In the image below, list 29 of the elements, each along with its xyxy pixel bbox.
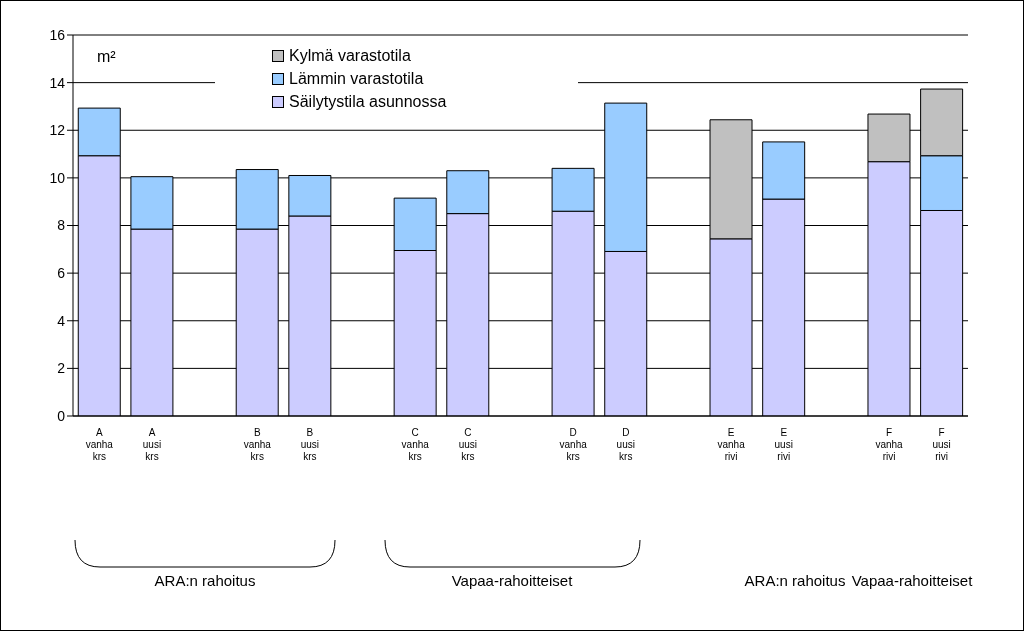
y-tick-label: 10 xyxy=(49,169,66,186)
y-tick-label: 14 xyxy=(49,74,66,91)
x-tick-label: C vanha krs xyxy=(401,427,430,462)
text: Vapaa-rahoitteiset xyxy=(851,572,973,589)
x-tick-label: C uusi krs xyxy=(458,427,478,462)
x-tick-label: E vanha rivi xyxy=(717,427,746,462)
text: ARA:n rahoitus xyxy=(153,572,257,589)
x-tick-label: A uusi krs xyxy=(142,427,162,462)
x-tick-label: D uusi krs xyxy=(616,427,635,462)
legend-label: Säilytystila asunnossa xyxy=(289,92,447,111)
y-tick-label: 8 xyxy=(57,217,66,234)
y-tick-label: 12 xyxy=(49,122,66,139)
y-tick-label: 2 xyxy=(57,360,66,377)
x-tick-label: B vanha krs xyxy=(243,427,272,462)
y-tick-label: 0 xyxy=(57,407,66,424)
y-tick-label: 4 xyxy=(57,312,66,329)
x-tick-label: F uusi rivi xyxy=(932,427,951,462)
y-tick-label: 6 xyxy=(57,265,66,282)
legend-label: Kylmä varastotila xyxy=(289,46,411,65)
x-tick-label: B uusi krs xyxy=(300,427,320,462)
legend-label: Lämmin varastotila xyxy=(289,69,424,88)
text: ARA:n rahoitus xyxy=(744,572,846,589)
x-tick-label: A vanha krs xyxy=(85,427,114,462)
y-axis-title: m² xyxy=(97,48,116,66)
x-tick-label: E uusi rivi xyxy=(774,427,793,462)
x-tick-label: D vanha krs xyxy=(559,427,588,462)
y-tick-label: 16 xyxy=(49,26,66,43)
text: Vapaa-rahoitteiset xyxy=(450,572,574,589)
x-tick-label: F vanha rivi xyxy=(875,427,904,462)
